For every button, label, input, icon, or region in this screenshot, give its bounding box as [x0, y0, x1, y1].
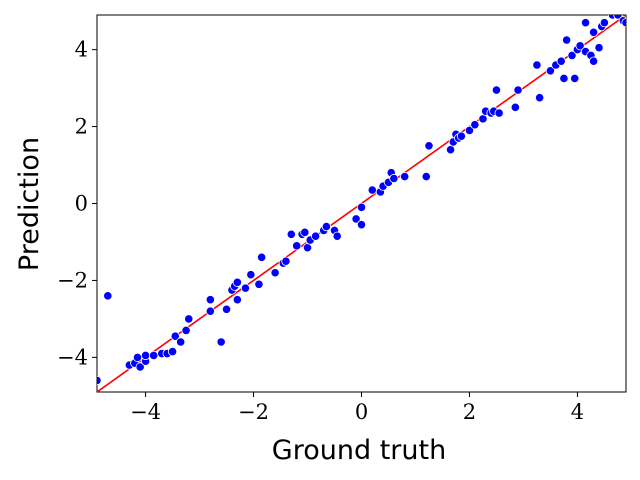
y-tick-label: 0: [75, 192, 88, 216]
data-point: [292, 241, 302, 251]
data-point: [494, 108, 504, 118]
y-tick-label: −4: [57, 345, 88, 369]
data-point: [97, 375, 102, 386]
y-axis-title: Prediction: [14, 137, 45, 271]
data-point: [181, 325, 191, 336]
data-point: [532, 60, 542, 70]
data-point: [176, 337, 186, 347]
data-point: [311, 231, 321, 241]
points-layer: [97, 15, 626, 386]
x-tick-label: 4: [571, 400, 584, 424]
data-point: [478, 114, 488, 124]
data-point: [302, 243, 313, 253]
data-point: [570, 73, 580, 84]
data-point: [232, 277, 242, 287]
y-tick-label: 2: [75, 115, 88, 139]
data-point: [254, 279, 264, 289]
data-point: [513, 85, 523, 95]
data-point: [510, 102, 520, 112]
data-point: [556, 56, 566, 66]
data-point: [599, 18, 610, 28]
data-point: [594, 43, 604, 53]
x-tick-label: 0: [355, 400, 368, 424]
x-tick-label: −4: [130, 400, 161, 424]
x-tick-label: 2: [463, 400, 476, 424]
data-point: [491, 85, 502, 95]
data-point: [589, 27, 599, 37]
data-point: [589, 56, 599, 66]
data-point: [389, 173, 399, 184]
data-point: [356, 220, 367, 230]
x-tick-label: −2: [238, 400, 269, 424]
data-point: [535, 93, 545, 103]
data-point: [351, 214, 361, 224]
data-point: [421, 171, 431, 182]
data-point: [445, 145, 456, 155]
data-point: [149, 350, 159, 361]
data-point: [216, 337, 226, 347]
data-point: [170, 331, 180, 341]
data-point: [575, 41, 585, 51]
data-point: [562, 35, 572, 45]
data-point: [567, 50, 577, 60]
data-point: [221, 304, 232, 314]
y-tick-label: −2: [57, 268, 88, 292]
data-point: [140, 350, 151, 361]
data-point: [257, 252, 267, 262]
data-point: [232, 295, 242, 305]
data-point: [240, 283, 251, 293]
data-point: [545, 66, 556, 76]
data-point: [205, 306, 215, 316]
ticks-layer: −4 −2 0 2 4 −4 −2 0 2 4: [57, 38, 584, 424]
data-point: [356, 202, 367, 212]
data-point: [184, 314, 194, 324]
data-point: [246, 270, 256, 280]
data-point: [281, 256, 291, 266]
data-point: [332, 231, 342, 241]
data-point: [286, 229, 296, 239]
data-point: [580, 18, 591, 28]
data-point: [103, 291, 113, 301]
data-point: [621, 18, 626, 28]
data-point: [456, 131, 466, 141]
x-axis-title: Ground truth: [272, 435, 446, 466]
data-point: [400, 171, 410, 182]
data-point: [424, 141, 434, 151]
data-point: [300, 227, 310, 237]
data-point: [470, 120, 480, 130]
data-point: [464, 125, 475, 136]
data-point: [205, 295, 215, 305]
data-point: [321, 221, 332, 232]
data-point: [132, 352, 143, 362]
data-point: [559, 73, 569, 84]
data-point: [135, 362, 145, 372]
data-point: [367, 185, 377, 195]
data-point: [270, 268, 280, 278]
data-point: [167, 347, 178, 357]
y-tick-label: 4: [75, 38, 88, 62]
